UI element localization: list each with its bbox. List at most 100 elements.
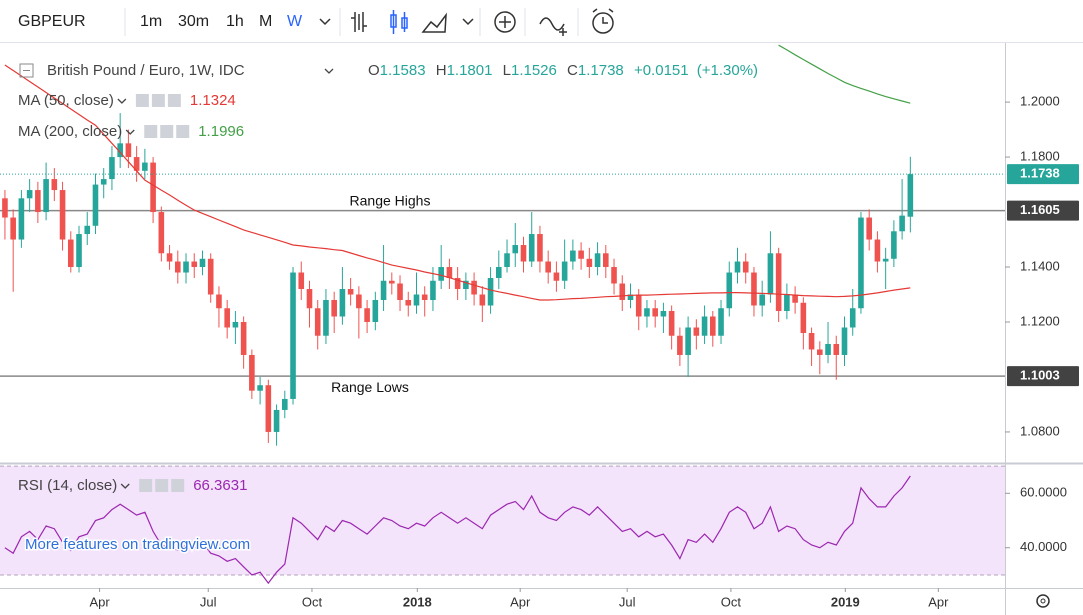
candle-body	[216, 294, 222, 309]
rsi-tick-label: 60.0000	[1020, 485, 1067, 500]
dropdown-icon[interactable]	[462, 18, 474, 26]
legend-name: MA (200, close)	[18, 123, 122, 140]
candle-body	[249, 354, 255, 391]
interval[interactable]: 1m	[140, 13, 162, 30]
dropdown-icon	[120, 483, 130, 489]
ohlc-value: 1.1801	[447, 62, 493, 79]
y-tick-label: 1.0800	[1020, 423, 1060, 438]
candle-body	[858, 217, 864, 309]
x-tick-label: Oct	[302, 594, 323, 609]
candle-body	[117, 143, 123, 158]
interval[interactable]: 1h	[226, 13, 244, 30]
watermark[interactable]: More features on tradingview.com	[24, 534, 252, 554]
candle-body	[306, 289, 313, 309]
alert-icon[interactable]	[592, 12, 614, 34]
candle-body	[158, 212, 165, 254]
x-tick-label: Oct	[721, 594, 742, 609]
candle-body	[150, 162, 156, 213]
candle-body	[693, 327, 700, 336]
candle-body	[742, 261, 749, 273]
interval[interactable]: W	[287, 13, 303, 30]
toolbar: GBPEUR 1m 30m 1h M W	[0, 8, 1083, 43]
candle-body	[479, 294, 486, 306]
ohlc-legend: O1.1583 H1.1801 L1.1526 C1.1738 +0.0151 …	[368, 62, 758, 79]
x-tick-label: Apr	[928, 594, 949, 609]
dropdown-icon	[125, 129, 135, 135]
candle-body	[487, 278, 494, 306]
compare-icon-plus[interactable]	[499, 16, 511, 28]
candles-icon[interactable]	[390, 10, 408, 34]
candle-body	[602, 253, 609, 268]
rsi-legend-value: 66.3631	[193, 477, 247, 494]
dropdown-icon[interactable]	[319, 18, 331, 26]
candle-body	[347, 289, 354, 295]
candle-body	[751, 272, 757, 306]
ohlc-label: H	[436, 62, 447, 79]
main-legend: British Pound / Euro, 1W, IDC O1.1583 H1…	[19, 62, 758, 79]
candle-body	[388, 280, 395, 284]
candle-body	[446, 267, 453, 279]
legend-button	[155, 479, 169, 492]
candle-body	[372, 300, 379, 322]
dropdown-icon[interactable]	[324, 68, 334, 74]
candle-body	[10, 217, 16, 240]
candle-body	[290, 272, 296, 399]
legend-value: 1.1324	[190, 92, 236, 109]
candle-body	[594, 253, 601, 268]
candle-body	[504, 253, 510, 268]
candle-body	[817, 349, 823, 355]
compare-icon[interactable]	[494, 11, 516, 33]
candle-body	[364, 308, 370, 322]
candle-body	[644, 308, 650, 317]
indicators-icon[interactable]	[539, 17, 567, 36]
candle-body	[397, 283, 403, 301]
candle-body	[43, 179, 49, 213]
candle-body	[323, 300, 329, 336]
candle-body	[438, 267, 444, 281]
gear-icon[interactable]	[1036, 594, 1050, 608]
candle-body	[51, 179, 58, 191]
alert-icon-hands[interactable]	[592, 8, 614, 24]
candle-body	[611, 267, 617, 284]
candle-body	[207, 258, 214, 295]
candle-body	[224, 308, 230, 328]
x-tick-label: 2018	[403, 594, 432, 609]
dropdown-icon	[117, 98, 127, 104]
candle-body	[174, 261, 181, 273]
candle-body	[677, 335, 683, 355]
candle-body	[413, 294, 420, 306]
candle-body	[142, 162, 148, 171]
candle-body	[800, 302, 807, 333]
candle-body	[578, 250, 584, 259]
bars-icon[interactable]	[351, 12, 367, 32]
last-price-label: 1.1738	[1020, 166, 1060, 181]
candle-body	[495, 267, 502, 279]
settings-gear[interactable]	[1036, 594, 1050, 608]
rsi-tick-label: 40.0000	[1020, 539, 1067, 554]
candle-body	[281, 398, 288, 410]
ma-line	[4, 64, 911, 301]
level-badge	[1007, 366, 1079, 387]
area-icon[interactable]	[421, 12, 447, 33]
symbol[interactable]: GBPEUR	[18, 13, 86, 30]
candle-body	[471, 280, 477, 295]
y-tick-label: 1.2000	[1020, 94, 1060, 109]
candle-body	[314, 308, 321, 336]
interval[interactable]: 30m	[178, 13, 209, 30]
candle-body	[240, 321, 247, 355]
level-badge-label: 1.1605	[1020, 202, 1060, 217]
candle-body	[891, 231, 897, 259]
candle-body	[76, 234, 82, 268]
candle-body	[232, 321, 239, 328]
candle-body	[59, 190, 66, 240]
candle-body	[454, 278, 461, 290]
legend-button	[176, 125, 190, 138]
interval[interactable]: M	[259, 13, 272, 30]
candle-body	[67, 239, 74, 268]
candle-body	[553, 272, 560, 281]
collapse-icon[interactable]	[19, 63, 34, 78]
candle-body	[899, 215, 905, 232]
candle-body	[652, 308, 658, 317]
candle-body	[339, 289, 346, 317]
ohlc-value: 1.1526	[511, 62, 557, 79]
